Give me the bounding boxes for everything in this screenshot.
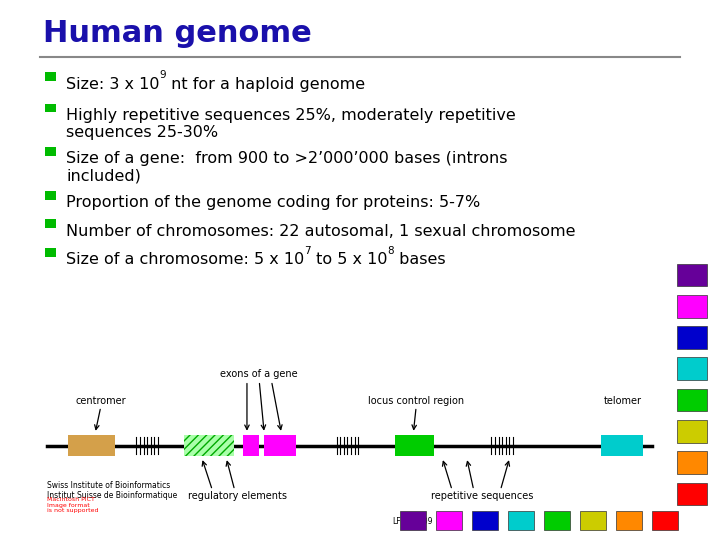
Text: Highly repetitive sequences 25%, moderately repetitive
sequences 25-30%: Highly repetitive sequences 25%, moderat… [66,108,516,140]
Text: Swiss Institute of Bioinformatics
Institut Suisse de Bioinformatique: Swiss Institute of Bioinformatics Instit… [47,481,177,500]
Text: Proportion of the genome coding for proteins: 5-7%: Proportion of the genome coding for prot… [66,195,480,211]
Bar [677,264,707,286]
Text: bases: bases [395,252,446,267]
Bar [400,511,426,530]
Bar [544,511,570,530]
Text: centromer: centromer [76,396,126,406]
Bar [677,389,707,411]
Bar [45,147,56,156]
Bar [601,435,643,456]
Text: telomer: telomer [604,396,642,406]
Bar [45,248,56,256]
Bar [677,357,707,380]
Bar [616,511,642,530]
Bar [472,511,498,530]
Bar [184,435,234,456]
Bar [508,511,534,530]
Bar [677,295,707,318]
Text: Size of a chromosome: 5 x 10: Size of a chromosome: 5 x 10 [66,252,305,267]
Bar [45,191,56,200]
Bar [677,451,707,474]
Bar [243,435,259,456]
Bar [264,435,280,456]
Text: 9: 9 [160,70,166,80]
Text: Size of a gene:  from 900 to >2’000’000 bases (introns
included): Size of a gene: from 900 to >2’000’000 b… [66,151,508,184]
Bar [677,420,707,443]
Text: LF-200309: LF-200309 [392,517,433,526]
Text: 8: 8 [387,246,395,256]
Bar [677,326,707,349]
Bar [580,511,606,530]
Bar [652,511,678,530]
Bar [677,483,707,505]
Text: to 5 x 10: to 5 x 10 [311,252,387,267]
Text: Number of chromosomes: 22 autosomal, 1 sexual chromosome: Number of chromosomes: 22 autosomal, 1 s… [66,224,576,239]
Bar [395,435,434,456]
Text: Macintosh PICT
Image format
is not supported: Macintosh PICT Image format is not suppo… [47,497,99,514]
Text: exons of a gene: exons of a gene [220,369,298,379]
Text: Size: 3 x 10: Size: 3 x 10 [66,77,160,92]
Bar [280,435,296,456]
Bar [45,219,56,228]
Text: locus control region: locus control region [368,396,464,406]
Text: 7: 7 [305,246,311,256]
Text: nt for a haploid genome: nt for a haploid genome [166,77,366,92]
Bar [436,511,462,530]
Text: Human genome: Human genome [43,19,312,48]
Bar [184,435,234,456]
Text: repetitive sequences: repetitive sequences [431,491,534,502]
Bar [45,72,56,81]
Text: regulatory elements: regulatory elements [188,491,287,502]
Bar [45,104,56,112]
Bar [68,435,115,456]
